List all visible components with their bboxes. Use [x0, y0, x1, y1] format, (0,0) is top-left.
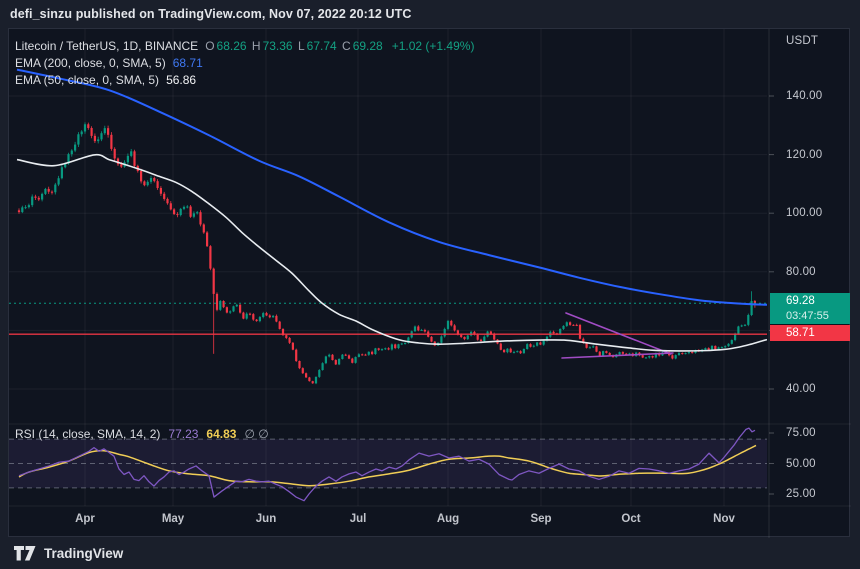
- price-axis-tick: 140.00: [786, 90, 823, 102]
- ohlc-values: O 68.26 H 73.36 L 67.74 C 69.28: [205, 38, 385, 55]
- tradingview-logo-icon[interactable]: [14, 545, 36, 561]
- time-axis-month-label: Jul: [349, 513, 367, 525]
- symbol-title: Litecoin / TetherUS, 1D, BINANCE: [15, 39, 199, 53]
- candlestick-series: [17, 122, 756, 385]
- time-axis-month-label: Aug: [436, 513, 460, 525]
- last-price-tag: 69.28 03:47:55: [770, 293, 850, 324]
- ohlc-val: 67.74: [306, 39, 341, 53]
- ohlc-val: 73.36: [262, 39, 296, 53]
- time-axis-month-label: Nov: [713, 513, 735, 525]
- rsi-axis-tick: 75.00: [786, 427, 816, 439]
- ohlc-key: C: [342, 39, 351, 53]
- ohlc-key: H: [251, 39, 261, 53]
- drawn-trendlines[interactable]: [561, 312, 674, 359]
- time-axis-month-label: Sep: [530, 513, 552, 525]
- price-axis-tick: 120.00: [786, 148, 823, 161]
- ohlc-key: L: [297, 39, 305, 53]
- published-header-text: defi_sinzu published on TradingView.com,…: [10, 7, 412, 21]
- ema200-value: 68.71: [172, 56, 203, 70]
- chart-frame: Litecoin / TetherUS, 1D, BINANCE O 68.26 …: [8, 28, 851, 538]
- rsi-empty-set-icons: ∅ ∅: [244, 427, 269, 441]
- chart-canvas[interactable]: [9, 29, 851, 538]
- symbol-legend-row: Litecoin / TetherUS, 1D, BINANCE O 68.26 …: [15, 38, 474, 55]
- price-change: +1.02 (+1.49%): [391, 39, 475, 53]
- last-price-value: 69.28: [786, 295, 815, 307]
- rsi-plot: [18, 427, 757, 502]
- ema50-value: 56.86: [166, 73, 197, 87]
- tradingview-brand-text[interactable]: TradingView: [44, 545, 124, 561]
- rsi-legend-row: RSI (14, close, SMA, 14, 2) 77.23 64.83 …: [15, 427, 269, 441]
- ohlc-val: 68.26: [216, 39, 250, 53]
- rsi-band: [9, 438, 767, 489]
- rsi-label: RSI (14, close, SMA, 14, 2): [15, 427, 161, 441]
- ema200-label: EMA (200, close, 0, SMA, 5): [15, 56, 166, 70]
- rsi-ma-value: 64.83: [206, 427, 237, 441]
- time-axis-month-label: Oct: [621, 513, 641, 525]
- bar-countdown: 03:47:55: [786, 310, 829, 322]
- rsi-axis-tick: 25.00: [786, 488, 816, 500]
- rsi-value: 77.23: [168, 427, 199, 441]
- level-price-value: 58.71: [786, 327, 815, 339]
- price-axis-currency[interactable]: USDT: [786, 35, 819, 47]
- price-axis-tick: 80.00: [786, 265, 816, 278]
- ema50-legend-row: EMA (50, close, 0, SMA, 5) 56.86: [15, 72, 474, 89]
- rsi-axis-tick: 50.00: [786, 457, 816, 470]
- published-header: defi_sinzu published on TradingView.com,…: [0, 0, 860, 28]
- price-axis-tick: 100.00: [786, 207, 823, 220]
- chart-legend: Litecoin / TetherUS, 1D, BINANCE O 68.26 …: [15, 38, 474, 89]
- pane-dividers: [9, 29, 851, 538]
- ema200-legend-row: EMA (200, close, 0, SMA, 5) 68.71: [15, 55, 474, 72]
- footer-bar: TradingView: [0, 537, 860, 569]
- price-lines: [9, 302, 767, 335]
- ohlc-val: 69.28: [352, 39, 383, 53]
- time-axis-month-label: Apr: [75, 513, 95, 525]
- ohlc-key: O: [205, 39, 215, 53]
- time-axis-month-label: May: [161, 513, 185, 525]
- price-axis-tick: 40.00: [786, 383, 816, 395]
- ema50-label: EMA (50, close, 0, SMA, 5): [15, 73, 160, 87]
- time-axis-month-label: Jun: [255, 513, 277, 525]
- ema-overlays: [16, 68, 767, 352]
- level-price-tag: 58.71: [770, 325, 850, 341]
